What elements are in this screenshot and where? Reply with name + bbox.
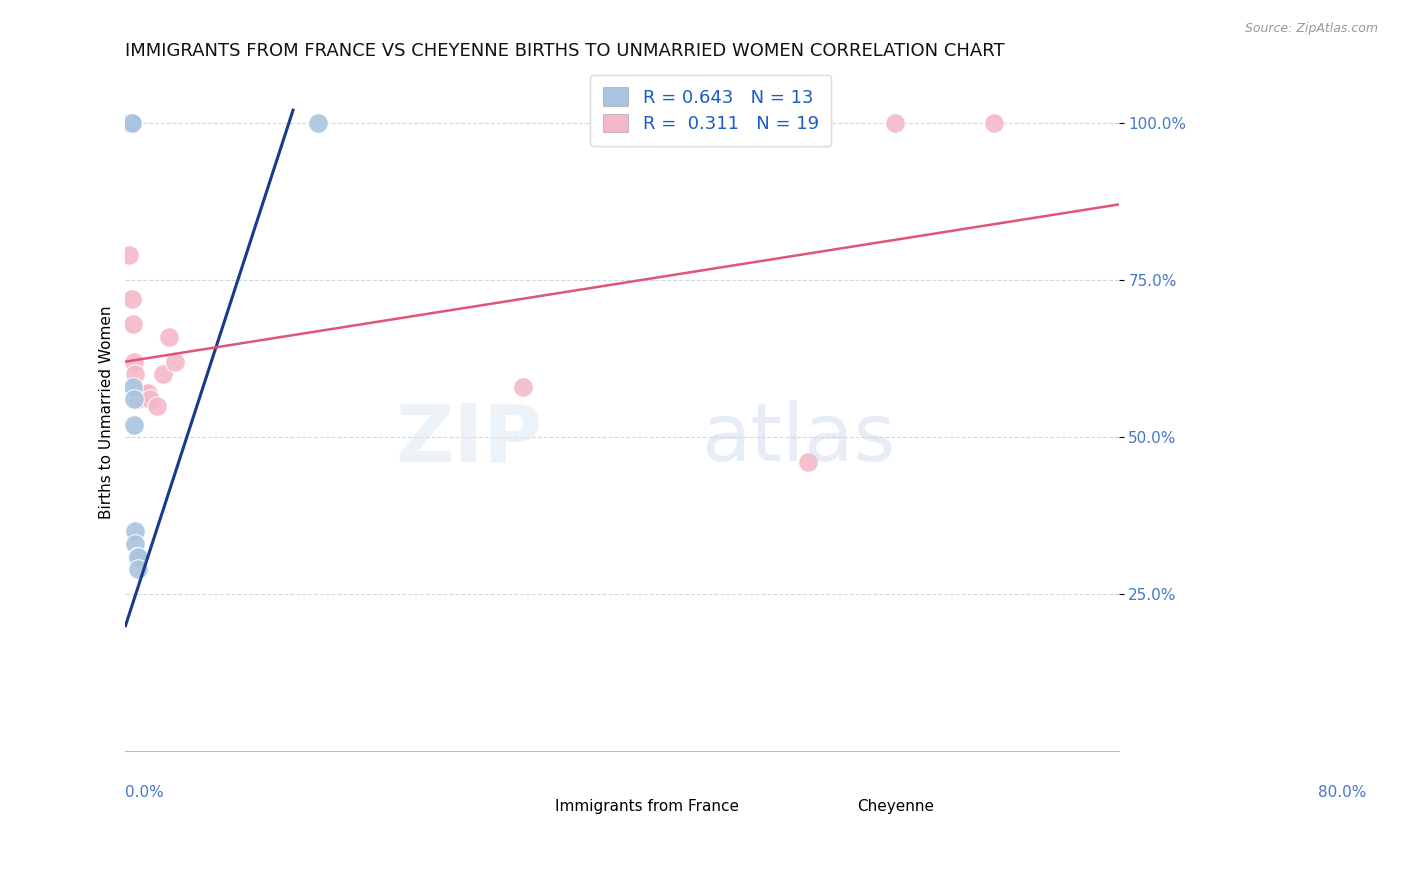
Point: [129, 386, 152, 401]
Point: [157, 329, 180, 343]
Point: [797, 455, 820, 469]
Point: [121, 116, 143, 130]
Point: [118, 116, 141, 130]
Text: atlas: atlas: [702, 401, 896, 478]
Point: [124, 524, 146, 539]
Point: [118, 116, 141, 130]
Text: Immigrants from France: Immigrants from France: [555, 799, 740, 814]
Point: [122, 417, 145, 432]
Point: [122, 317, 145, 331]
Point: [132, 386, 155, 401]
Text: IMMIGRANTS FROM FRANCE VS CHEYENNE BIRTHS TO UNMARRIED WOMEN CORRELATION CHART: IMMIGRANTS FROM FRANCE VS CHEYENNE BIRTH…: [125, 42, 1005, 60]
Text: 0.0%: 0.0%: [125, 786, 165, 800]
Point: [118, 248, 141, 262]
Point: [121, 116, 143, 130]
Point: [124, 368, 146, 382]
Legend: R = 0.643   N = 13, R =  0.311   N = 19: R = 0.643 N = 13, R = 0.311 N = 19: [591, 75, 831, 146]
Point: [983, 116, 1005, 130]
Text: ZIP: ZIP: [395, 401, 543, 478]
Point: [125, 386, 148, 401]
Point: [127, 392, 149, 407]
Y-axis label: Births to Unmarried Women: Births to Unmarried Women: [100, 305, 114, 519]
Point: [136, 386, 159, 401]
Point: [145, 399, 167, 413]
Text: Cheyenne: Cheyenne: [856, 799, 934, 814]
Point: [121, 292, 143, 306]
Point: [307, 116, 329, 130]
Point: [122, 392, 145, 407]
Point: [122, 380, 145, 394]
Point: [127, 549, 149, 564]
Text: Source: ZipAtlas.com: Source: ZipAtlas.com: [1244, 22, 1378, 36]
Point: [512, 380, 534, 394]
Point: [125, 549, 148, 564]
Point: [122, 354, 145, 368]
Point: [139, 392, 162, 407]
Point: [165, 354, 187, 368]
Point: [127, 562, 149, 576]
Text: 80.0%: 80.0%: [1319, 786, 1367, 800]
Point: [124, 537, 146, 551]
Point: [152, 368, 174, 382]
Point: [884, 116, 907, 130]
